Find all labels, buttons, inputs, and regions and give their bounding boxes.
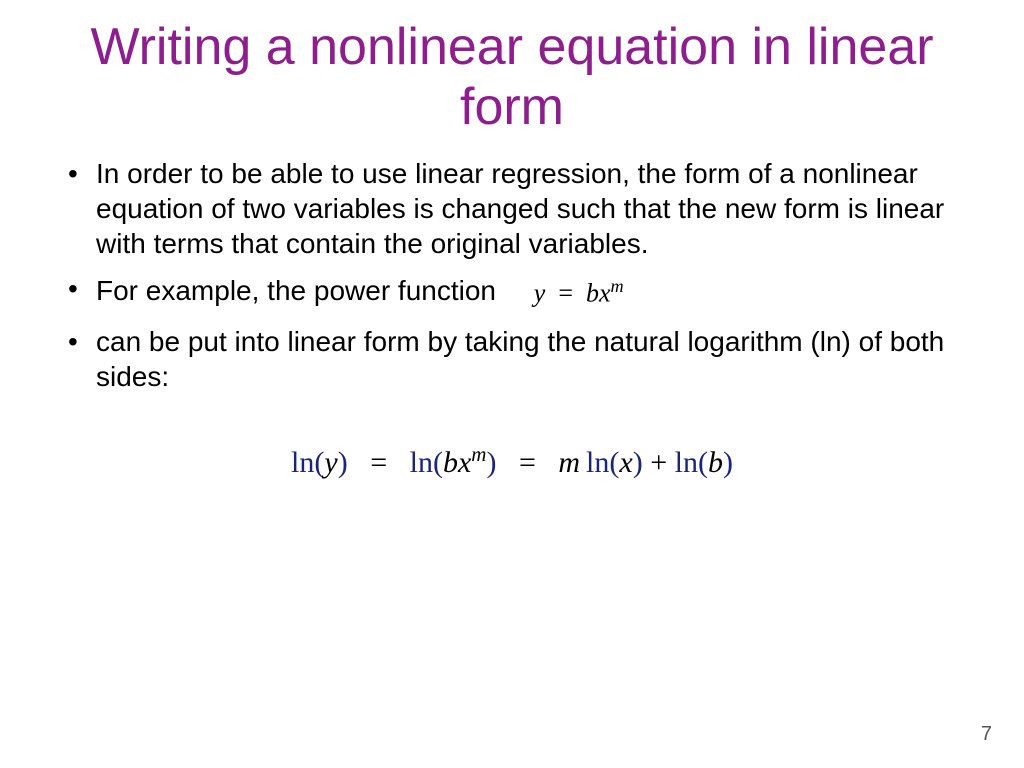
equation-block: ln(y) = ln(bxm) = m ln(x) + ln(b) [60,434,964,488]
bullet-text: For example, the power function [96,275,496,306]
bullet-text: In order to be able to use linear regres… [96,158,944,259]
equation-content: ln(y) = ln(bxm) = m ln(x) + ln(b) [275,434,749,488]
slide-container: Writing a nonlinear equation in linear f… [0,0,1024,768]
bullet-list: In order to be able to use linear regres… [60,156,964,394]
inline-equation: y = bxm [524,271,634,314]
page-number: 7 [981,723,992,746]
bullet-item: In order to be able to use linear regres… [60,156,964,261]
bullet-item: For example, the power function y = bxm [60,271,964,314]
bullet-text: can be put into linear form by taking th… [96,326,944,392]
slide-title: Writing a nonlinear equation in linear f… [60,18,964,138]
bullet-item: can be put into linear form by taking th… [60,324,964,394]
